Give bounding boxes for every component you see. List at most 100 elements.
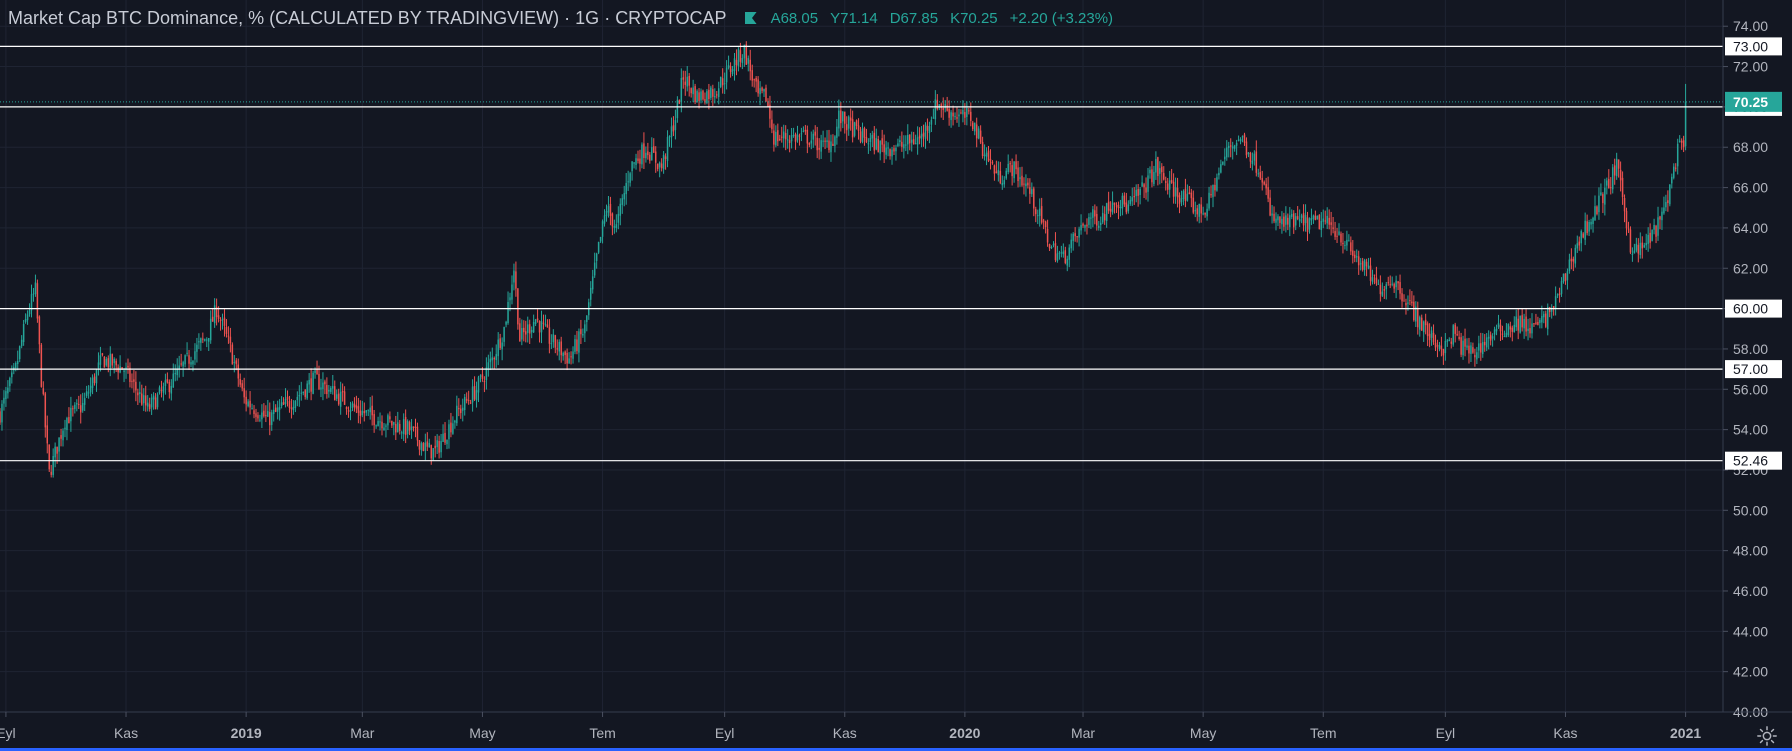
candle-body — [706, 91, 708, 103]
candle-body — [1133, 195, 1135, 198]
candle-body — [753, 79, 755, 81]
candle-body — [830, 141, 832, 153]
candle-body — [1515, 316, 1517, 328]
candle-body — [48, 444, 50, 470]
candle-body — [914, 143, 917, 145]
ohlc-change: +2.20 (+3.23%) — [1009, 9, 1114, 27]
candle-body — [1054, 243, 1057, 261]
candle-body — [1450, 341, 1453, 344]
candle-body — [70, 407, 72, 422]
candle-body — [1198, 203, 1200, 217]
candle-body — [901, 141, 903, 147]
candle-body — [152, 395, 155, 400]
candle-body — [272, 409, 275, 414]
candle-body — [808, 143, 811, 145]
candle-body — [5, 391, 7, 400]
candle-body — [684, 81, 687, 85]
candle-body — [1344, 244, 1346, 246]
candle-body — [975, 124, 978, 139]
candle-body — [1432, 332, 1435, 343]
candle-body — [1300, 215, 1303, 218]
candle-body — [745, 44, 748, 65]
candle-body — [1440, 345, 1443, 350]
candle-body — [1678, 140, 1681, 142]
candle-body — [865, 137, 868, 143]
candle-body — [769, 104, 771, 119]
candle-body — [759, 88, 761, 95]
candle-body — [1448, 339, 1451, 342]
candle-body — [1084, 225, 1086, 228]
candle-body — [91, 377, 94, 389]
candle-body — [1566, 271, 1569, 281]
candle-body — [1070, 239, 1072, 249]
candle-body — [966, 108, 968, 117]
candle-body — [1635, 243, 1638, 251]
candle-body — [491, 357, 494, 361]
candle-body — [115, 360, 117, 366]
candle-body — [166, 379, 169, 383]
symbol-title[interactable]: Market Cap BTC Dominance, % (CALCULATED … — [8, 8, 727, 29]
candle-body — [326, 385, 328, 395]
candle-body — [1218, 172, 1220, 176]
candle-body — [1259, 172, 1262, 179]
candle-body — [1127, 204, 1130, 212]
candle-body — [204, 339, 206, 341]
candle-body — [566, 352, 568, 364]
candle-body — [79, 405, 82, 413]
candle-body — [408, 422, 411, 431]
candle-body — [1340, 233, 1342, 243]
candle-body — [308, 379, 310, 385]
candle-body — [654, 151, 657, 163]
candle-body — [1273, 213, 1275, 222]
candle-body — [129, 367, 131, 382]
candle-body — [1352, 250, 1354, 256]
candle-body — [826, 140, 828, 143]
candle-body — [286, 396, 289, 400]
candle-body — [1623, 198, 1626, 212]
interval-label: 1G — [575, 7, 600, 28]
candle-body — [1192, 197, 1195, 213]
candle-body — [330, 387, 332, 392]
candle-body — [591, 276, 594, 290]
candle-body — [1007, 163, 1009, 173]
candle-body — [641, 144, 643, 165]
candle-body — [1606, 180, 1608, 186]
candle-body — [867, 143, 870, 145]
candle-body — [1188, 192, 1191, 195]
level-price-label: 52.46 — [1733, 453, 1768, 469]
candle-body — [1598, 195, 1600, 213]
candle-body — [1072, 233, 1074, 242]
candle-body — [62, 430, 64, 441]
candle-body — [1460, 337, 1462, 355]
candle-body — [580, 329, 582, 335]
candle-body — [198, 341, 200, 343]
candle-body — [1186, 193, 1189, 201]
candle-body — [133, 379, 135, 382]
candle-body — [647, 151, 649, 156]
candle-body — [1176, 187, 1179, 198]
price-tick-label: 56.00 — [1733, 381, 1768, 397]
candle-body — [954, 116, 956, 118]
candle-body — [184, 355, 186, 365]
candle-body — [1336, 235, 1338, 237]
candle-body — [519, 323, 521, 342]
candle-body — [469, 402, 472, 404]
high-value: 71.14 — [840, 9, 878, 27]
candle-body — [863, 128, 866, 138]
candle-body — [623, 193, 625, 200]
flag-icon[interactable] — [745, 12, 757, 24]
candle-body — [698, 92, 700, 101]
candle-body — [1100, 222, 1102, 226]
candle-body — [816, 137, 818, 151]
candle-body — [485, 367, 488, 381]
candle-body — [757, 79, 759, 94]
candle-body — [217, 315, 220, 319]
candle-body — [1109, 208, 1112, 212]
price-tick-label: 44.00 — [1733, 623, 1768, 639]
gear-icon[interactable] — [1756, 725, 1778, 747]
ohlc-high: Y71.14 — [830, 10, 878, 27]
candle-body — [989, 158, 992, 161]
candle-body — [497, 339, 499, 357]
candle-body — [190, 362, 192, 365]
